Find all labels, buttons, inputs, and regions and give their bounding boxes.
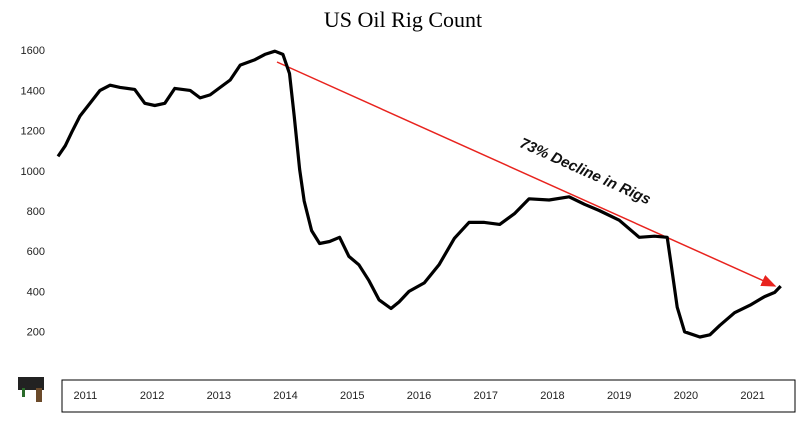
icon	[18, 377, 44, 402]
y-tick-label: 1400	[21, 85, 45, 97]
x-tick-label: 2012	[140, 390, 164, 402]
x-axis-box	[61, 379, 796, 413]
y-tick-label: 600	[27, 246, 45, 258]
data-line	[56, 49, 782, 339]
annotation: 73% Decline in Rigs	[517, 135, 653, 209]
y-tick-label: 1000	[21, 166, 45, 178]
x-tick-label: 2021	[740, 390, 764, 402]
x-tick-label: 2015	[340, 390, 364, 402]
x-tick-label: 2013	[207, 390, 231, 402]
trend-arrow	[276, 61, 777, 287]
x-tick-label: 2016	[407, 390, 431, 402]
x-tick-label: 2017	[473, 390, 497, 402]
y-tick-label: 1200	[21, 126, 45, 138]
x-tick-label: 2018	[540, 390, 564, 402]
y-tick-label: 1600	[21, 45, 45, 57]
x-tick-label: 2020	[674, 390, 698, 402]
x-tick-label: 2019	[607, 390, 631, 402]
y-tick-label: 200	[27, 327, 45, 339]
chart-title: US Oil Rig Count	[324, 7, 482, 32]
y-tick-label: 400	[27, 286, 45, 298]
y-tick-label: 800	[27, 206, 45, 218]
x-tick-label: 2014	[273, 390, 297, 402]
x-tick-label: 2011	[74, 390, 98, 402]
